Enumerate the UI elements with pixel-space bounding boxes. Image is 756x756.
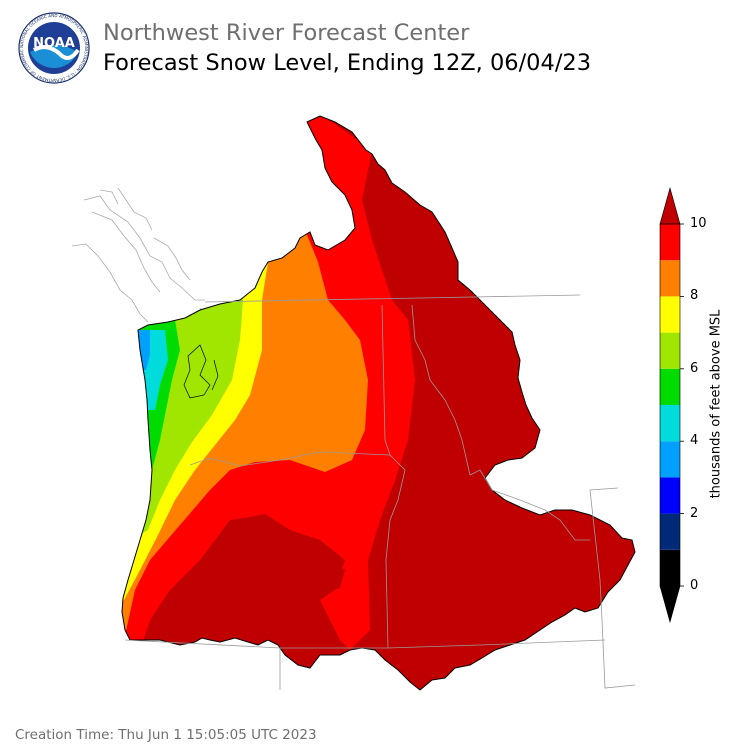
colorbar-bin-4: [660, 405, 680, 442]
colorbar-bin-7: [660, 296, 680, 333]
colorbar-bin-5: [660, 368, 680, 405]
or-ca-border: [124, 639, 606, 649]
colorbar-over-arrow: [659, 186, 681, 225]
colorbar-bin-3: [660, 441, 680, 478]
id-mt-border: [411, 304, 590, 541]
colorbar-tick-label: 8: [690, 288, 699, 304]
basin-outline: [121, 115, 636, 691]
wa-or-border: [189, 451, 391, 467]
mt-wy-border: [589, 489, 636, 689]
colorbar-label: thousands of feet above MSL: [708, 309, 724, 499]
colorbar-tick-label: 6: [690, 360, 699, 376]
colorbar-bin-0: [660, 549, 680, 586]
colorbar-bin-1: [660, 513, 680, 550]
noaa-logo: NOAA NATIONAL OCEANIC AND ATMOSPHERIC AD…: [18, 12, 90, 84]
colorbar-tick-label: 10: [690, 216, 707, 231]
colorbar-tick-label: 0: [690, 578, 699, 593]
agency-name: Northwest River Forecast Center: [103, 20, 470, 46]
logo-text: NOAA: [33, 36, 75, 51]
colorbar-tick-label: 4: [690, 433, 699, 449]
colorbar-frame: [659, 223, 681, 587]
colorbar-bin-6: [660, 332, 680, 369]
canada-border: [204, 294, 581, 303]
wa-id-border: [381, 304, 391, 456]
colorbar-under-arrow: [659, 585, 681, 624]
puget-sound-outline: [183, 344, 219, 399]
boundaries: [124, 294, 636, 690]
colorbar-bin-2: [660, 477, 680, 514]
map-title: Forecast Snow Level, Ending 12Z, 06/04/2…: [103, 50, 592, 76]
creation-time: Creation Time: Thu Jun 1 15:05:05 UTC 20…: [15, 727, 317, 743]
wy-border-top: [589, 487, 619, 491]
colorbar-bin-9: [660, 224, 680, 261]
colorbar-tick-label: 2: [690, 505, 699, 521]
low-pocket-south: [235, 514, 345, 594]
or-id-border: [385, 454, 406, 649]
colorbar-bin-8: [660, 260, 680, 297]
